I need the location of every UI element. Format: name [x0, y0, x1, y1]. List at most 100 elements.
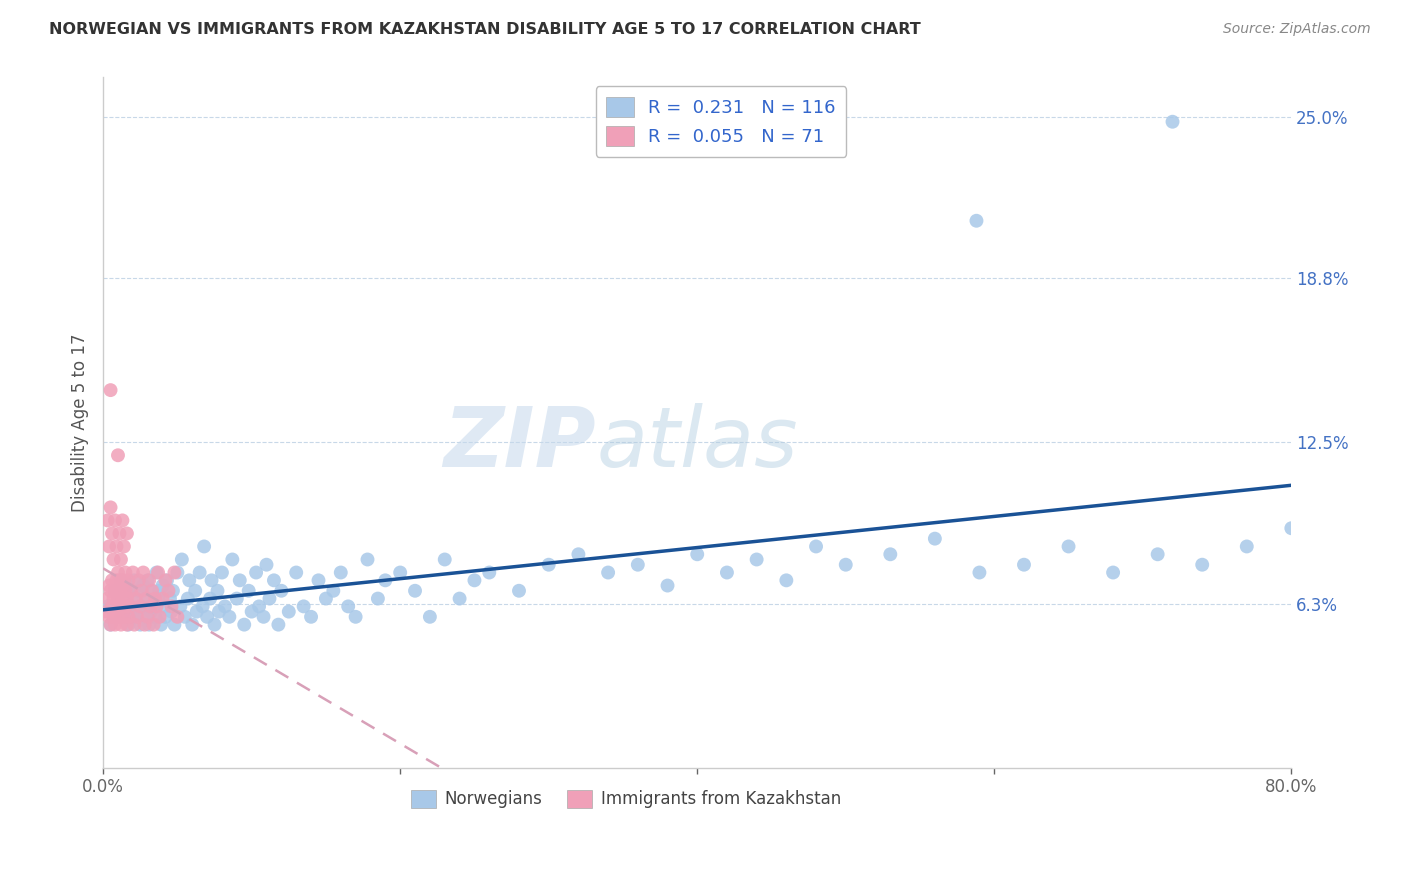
Point: [110, 617, 132, 632]
Point: [104, 513, 127, 527]
Point: [115, 617, 138, 632]
Text: atlas: atlas: [596, 403, 797, 483]
Point: [463, 574, 485, 588]
Point: [139, 605, 162, 619]
Point: [100, 617, 122, 632]
Point: [315, 591, 337, 606]
Point: [108, 526, 131, 541]
Point: [107, 448, 129, 462]
Point: [716, 566, 738, 580]
Point: [270, 583, 292, 598]
Point: [105, 540, 128, 554]
Point: [104, 583, 127, 598]
Point: [157, 583, 180, 598]
Point: [152, 578, 174, 592]
Point: [322, 583, 344, 598]
Point: [1191, 558, 1213, 572]
Point: [879, 547, 901, 561]
Point: [186, 605, 208, 619]
Point: [142, 617, 165, 632]
Point: [117, 609, 139, 624]
Point: [108, 583, 131, 598]
Point: [125, 591, 148, 606]
Point: [367, 591, 389, 606]
Point: [103, 552, 125, 566]
Point: [1161, 114, 1184, 128]
Point: [112, 540, 135, 554]
Point: [108, 574, 131, 588]
Point: [181, 617, 204, 632]
Point: [107, 591, 129, 606]
Point: [101, 526, 124, 541]
Point: [94, 605, 117, 619]
Point: [247, 599, 270, 614]
Point: [356, 552, 378, 566]
Point: [155, 609, 177, 624]
Point: [120, 583, 142, 598]
Point: [969, 566, 991, 580]
Point: [128, 574, 150, 588]
Point: [118, 599, 141, 614]
Point: [98, 540, 121, 554]
Point: [159, 591, 181, 606]
Point: [138, 574, 160, 588]
Point: [160, 599, 183, 614]
Point: [170, 552, 193, 566]
Point: [111, 591, 134, 606]
Point: [1279, 521, 1302, 535]
Point: [136, 609, 159, 624]
Point: [105, 574, 128, 588]
Point: [103, 591, 125, 606]
Point: [1146, 547, 1168, 561]
Point: [145, 599, 167, 614]
Point: [337, 599, 360, 614]
Point: [100, 583, 122, 598]
Point: [128, 583, 150, 598]
Text: NORWEGIAN VS IMMIGRANTS FROM KAZAKHSTAN DISABILITY AGE 5 TO 17 CORRELATION CHART: NORWEGIAN VS IMMIGRANTS FROM KAZAKHSTAN …: [49, 22, 921, 37]
Point: [299, 609, 322, 624]
Point: [245, 566, 267, 580]
Point: [114, 599, 136, 614]
Point: [686, 547, 709, 561]
Point: [97, 513, 120, 527]
Point: [804, 540, 827, 554]
Point: [97, 599, 120, 614]
Point: [132, 566, 155, 580]
Point: [132, 578, 155, 592]
Point: [277, 605, 299, 619]
Point: [139, 599, 162, 614]
Point: [449, 591, 471, 606]
Point: [179, 574, 201, 588]
Point: [112, 609, 135, 624]
Point: [835, 558, 858, 572]
Point: [110, 552, 132, 566]
Point: [110, 599, 132, 614]
Point: [745, 552, 768, 566]
Point: [188, 566, 211, 580]
Point: [114, 591, 136, 606]
Point: [121, 566, 143, 580]
Point: [148, 609, 170, 624]
Point: [134, 609, 156, 624]
Point: [198, 591, 221, 606]
Point: [259, 591, 281, 606]
Point: [111, 578, 134, 592]
Point: [105, 605, 128, 619]
Point: [136, 574, 159, 588]
Point: [153, 599, 176, 614]
Legend: Norwegians, Immigrants from Kazakhstan: Norwegians, Immigrants from Kazakhstan: [405, 783, 848, 815]
Point: [1236, 540, 1258, 554]
Point: [115, 591, 138, 606]
Point: [148, 583, 170, 598]
Point: [193, 540, 215, 554]
Point: [166, 566, 188, 580]
Point: [104, 617, 127, 632]
Point: [240, 605, 263, 619]
Point: [627, 558, 650, 572]
Point: [107, 609, 129, 624]
Point: [166, 609, 188, 624]
Point: [775, 574, 797, 588]
Point: [924, 532, 946, 546]
Point: [162, 583, 184, 598]
Text: Source: ZipAtlas.com: Source: ZipAtlas.com: [1223, 22, 1371, 37]
